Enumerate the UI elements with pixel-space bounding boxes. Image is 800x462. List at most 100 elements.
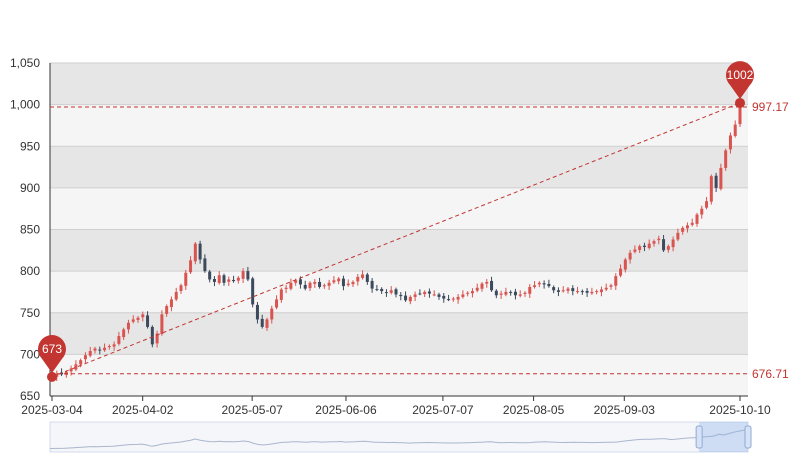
data-zoom-slider[interactable]	[49, 421, 752, 453]
candle-body	[518, 294, 522, 296]
candle-body	[279, 289, 283, 300]
reference-line-label: 997.17	[752, 100, 789, 114]
y-tick-label: 900	[20, 181, 40, 195]
candle-body	[728, 135, 732, 150]
x-tick-label: 2025-10-10	[709, 403, 771, 417]
candle-body	[537, 282, 541, 285]
y-axis: 650 700 750 800 850 900 950 1,000 1,050	[10, 56, 51, 403]
candle-body	[442, 295, 446, 299]
candle-body	[79, 360, 83, 365]
candle-body	[103, 347, 107, 351]
x-tick-label: 2025-06-06	[315, 403, 377, 417]
pin-marker	[726, 61, 755, 99]
y-tick-label: 650	[20, 389, 40, 403]
pin-marker	[38, 335, 66, 373]
x-tick-label: 2025-04-02	[112, 403, 174, 417]
candle-body	[251, 278, 255, 305]
candle-body	[193, 243, 197, 262]
candle-body	[88, 351, 92, 356]
candle-body	[74, 364, 78, 370]
candle-body	[361, 274, 365, 278]
candle-body	[179, 285, 183, 291]
x-tick-label: 2025-09-03	[594, 403, 656, 417]
zoom-handle-right[interactable]	[744, 425, 752, 449]
candle-body	[351, 281, 355, 285]
candle-body	[513, 291, 517, 296]
candle-body	[719, 167, 723, 189]
candle-body	[662, 239, 666, 251]
candle-body	[576, 291, 580, 293]
grid-band	[50, 354, 748, 396]
candle-body	[685, 225, 689, 229]
y-tick-label: 850	[20, 223, 40, 237]
candle-body	[427, 291, 431, 294]
candle-body	[552, 287, 556, 291]
candle-body	[547, 283, 551, 287]
candle-body	[413, 294, 417, 297]
candle-body	[571, 288, 575, 292]
candle-body	[122, 329, 126, 338]
candle-body	[222, 275, 226, 283]
y-tick-label: 700	[20, 347, 40, 361]
grid-band	[50, 229, 748, 272]
y-tick-label: 1,050	[10, 56, 40, 70]
candle-body	[265, 319, 269, 328]
candle-body	[289, 282, 293, 289]
grid-band	[50, 187, 748, 230]
candle-body	[55, 373, 59, 377]
candle-body	[303, 284, 307, 289]
candle-body	[260, 318, 264, 327]
candle-body	[561, 290, 565, 292]
candle-body	[666, 246, 670, 250]
candle-body	[275, 299, 279, 308]
max-point-pin: 1002	[726, 61, 755, 108]
grid-bands	[50, 63, 748, 396]
candle-body	[308, 282, 312, 289]
candle-body	[475, 287, 479, 291]
candle-body	[566, 288, 570, 291]
candle-body	[652, 241, 656, 244]
candle-body	[604, 287, 608, 290]
candle-body	[485, 281, 489, 284]
candle-body	[394, 289, 398, 295]
candles	[50, 105, 742, 382]
candle-body	[346, 283, 350, 286]
candle-body	[146, 315, 150, 327]
candle-body	[284, 287, 288, 289]
candle-body	[160, 314, 164, 335]
pin-dot	[735, 97, 745, 108]
candle-body	[642, 245, 646, 247]
candle-body	[227, 279, 231, 282]
candle-body	[585, 290, 589, 293]
candle-body	[418, 293, 422, 295]
candle-body	[212, 278, 216, 282]
candle-body	[217, 275, 221, 283]
grid-band	[50, 63, 748, 105]
candle-body	[356, 276, 360, 282]
candle-body	[733, 124, 737, 136]
zoom-selection[interactable]	[699, 422, 748, 452]
candle-body	[93, 348, 97, 351]
candle-body	[542, 283, 546, 285]
candle-body	[384, 292, 388, 294]
candle-body	[700, 208, 704, 215]
y-tick-label: 800	[20, 264, 40, 278]
candle-body	[270, 308, 274, 320]
candle-body	[595, 291, 599, 293]
candle-body	[69, 368, 73, 372]
candle-body	[241, 271, 245, 279]
candle-body	[447, 299, 451, 301]
candle-body	[332, 280, 336, 283]
candle-body	[169, 299, 173, 308]
candle-body	[375, 289, 379, 291]
candle-body	[681, 227, 685, 232]
candle-body	[609, 285, 613, 287]
zoom-handle-left[interactable]	[695, 425, 703, 449]
candle-body	[590, 291, 594, 294]
candle-body	[389, 290, 393, 293]
candle-body	[322, 285, 326, 287]
candle-body	[155, 333, 159, 344]
x-tick-label: 2025-03-04	[21, 403, 83, 417]
candle-body	[470, 291, 474, 294]
